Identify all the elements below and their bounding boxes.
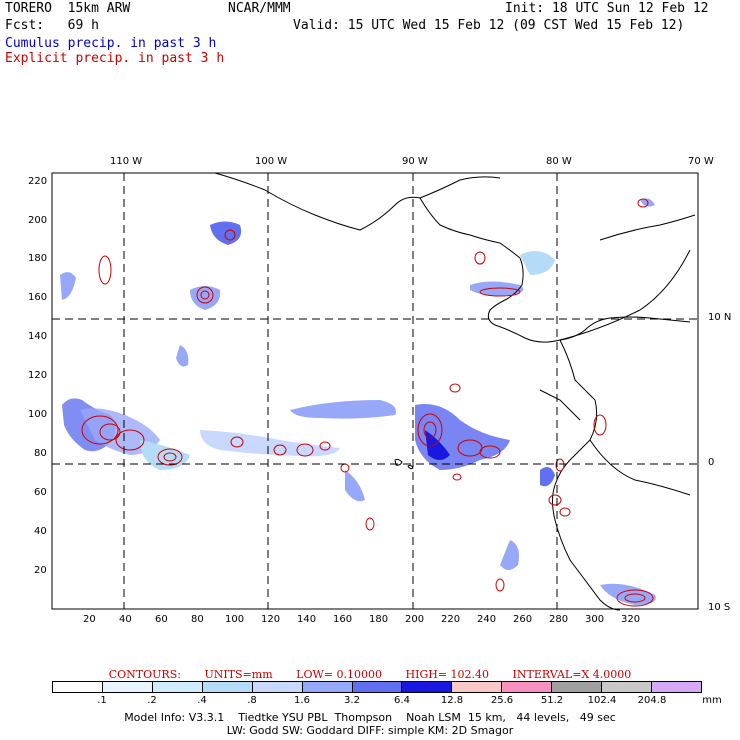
scale-cell bbox=[502, 682, 553, 692]
x-tick: 140 bbox=[297, 614, 317, 625]
scale-cell bbox=[402, 682, 453, 692]
x-tick: 160 bbox=[333, 614, 353, 625]
y-tick: 60 bbox=[34, 487, 47, 498]
scale-label: 102.4 bbox=[587, 695, 617, 706]
y-tick: 160 bbox=[28, 292, 48, 303]
x-tick: 60 bbox=[155, 614, 168, 625]
lon-label: 110 W bbox=[110, 156, 143, 167]
scale-cell bbox=[652, 682, 701, 692]
scale-label: 3.2 bbox=[344, 695, 360, 706]
scale-cell bbox=[102, 682, 153, 692]
x-tick: 300 bbox=[585, 614, 605, 625]
y-tick: 20 bbox=[34, 565, 47, 576]
y-tick: 40 bbox=[34, 526, 47, 537]
scale-label: 12.8 bbox=[440, 695, 464, 706]
lon-label: 90 W bbox=[402, 156, 428, 167]
scale-label: .1 bbox=[97, 695, 107, 706]
organization: NCAR/MMM bbox=[228, 1, 291, 16]
x-tick: 260 bbox=[513, 614, 533, 625]
legend-explicit: Explicit precip. in past 3 h bbox=[5, 51, 225, 66]
scale-label: 6.4 bbox=[394, 695, 410, 706]
x-tick: 320 bbox=[621, 614, 641, 625]
x-tick: 180 bbox=[369, 614, 389, 625]
color-scale-bar bbox=[52, 681, 702, 693]
init-time: Init: 18 UTC Sun 12 Feb 12 bbox=[505, 1, 709, 16]
lon-label: 70 W bbox=[688, 156, 714, 167]
lat-lon-grid bbox=[52, 173, 698, 609]
scale-label: 25.6 bbox=[490, 695, 514, 706]
x-tick: 240 bbox=[477, 614, 497, 625]
cumulus-precip-areas bbox=[60, 198, 656, 605]
lat-label: 10 N bbox=[708, 312, 732, 323]
scale-label: .4 bbox=[197, 695, 207, 706]
scale-cell bbox=[552, 682, 603, 692]
model-info-line1: Model Info: V3.3.1 Tiedtke YSU PBL Thomp… bbox=[124, 711, 616, 724]
model-name: TORERO 15km ARW bbox=[5, 1, 131, 16]
x-tick: 40 bbox=[119, 614, 132, 625]
scale-cell bbox=[452, 682, 503, 692]
x-tick: 100 bbox=[225, 614, 245, 625]
y-tick: 180 bbox=[28, 253, 48, 264]
contours-high: HIGH= 102.40 bbox=[405, 668, 490, 681]
scale-label: 51.2 bbox=[540, 695, 564, 706]
x-tick: 20 bbox=[83, 614, 96, 625]
x-tick: 80 bbox=[191, 614, 204, 625]
x-tick: 280 bbox=[549, 614, 569, 625]
lat-label: 10 S bbox=[708, 602, 731, 613]
contours-low: LOW= 0.10000 bbox=[296, 668, 382, 681]
x-tick: 200 bbox=[405, 614, 425, 625]
y-tick: 220 bbox=[28, 176, 48, 187]
lon-label: 100 W bbox=[255, 156, 288, 167]
scale-cell bbox=[252, 682, 303, 692]
scale-cell bbox=[352, 682, 403, 692]
contours-prefix: CONTOURS: bbox=[108, 668, 181, 681]
y-tick: 200 bbox=[28, 215, 48, 226]
explicit-precip-contours bbox=[81, 198, 654, 607]
forecast-hour: Fcst: 69 h bbox=[5, 18, 99, 33]
y-tick: 140 bbox=[28, 331, 48, 342]
scale-cell bbox=[202, 682, 253, 692]
contours-interval: INTERVAL=X 4.0000 bbox=[512, 668, 632, 681]
scale-cell bbox=[602, 682, 653, 692]
scale-label: .8 bbox=[247, 695, 257, 706]
contours-info: CONTOURS: UNITS=mm LOW= 0.10000 HIGH= 10… bbox=[0, 668, 740, 681]
scale-cell bbox=[302, 682, 353, 692]
y-tick: 120 bbox=[28, 370, 48, 381]
x-tick: 120 bbox=[261, 614, 281, 625]
scale-label: .2 bbox=[147, 695, 157, 706]
scale-unit: mm bbox=[702, 695, 722, 706]
scale-label: 204.8 bbox=[637, 695, 667, 706]
scale-cell bbox=[152, 682, 203, 692]
lon-label: 80 W bbox=[546, 156, 572, 167]
scale-label: 1.6 bbox=[294, 695, 310, 706]
map-frame bbox=[51, 172, 699, 610]
scale-cell bbox=[53, 682, 103, 692]
x-tick: 220 bbox=[441, 614, 461, 625]
model-info-line2: LW: Godd SW: Goddard DIFF: simple KM: 2D… bbox=[226, 724, 514, 737]
valid-time: Valid: 15 UTC Wed 15 Feb 12 (09 CST Wed … bbox=[293, 18, 685, 33]
y-tick: 100 bbox=[28, 409, 48, 420]
lat-label: 0 bbox=[708, 457, 715, 468]
y-tick: 80 bbox=[34, 448, 47, 459]
legend-cumulus: Cumulus precip. in past 3 h bbox=[5, 36, 217, 51]
contours-units: UNITS=mm bbox=[204, 668, 273, 681]
